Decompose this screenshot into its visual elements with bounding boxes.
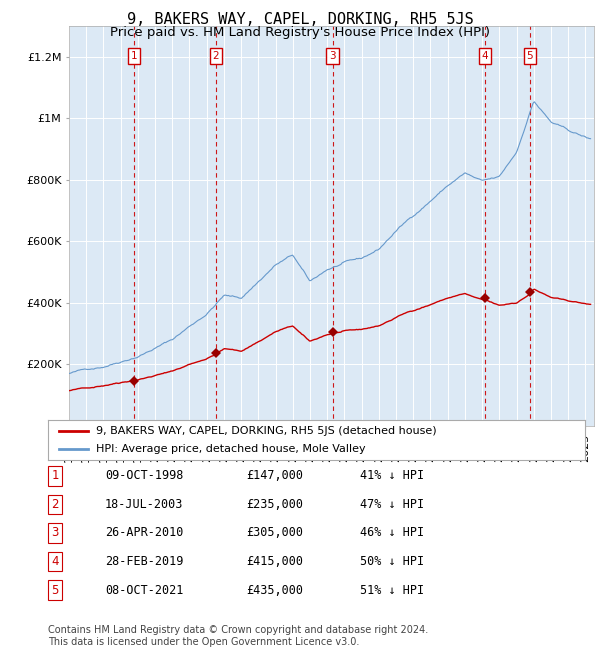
Text: 50% ↓ HPI: 50% ↓ HPI — [360, 555, 424, 568]
Text: 9, BAKERS WAY, CAPEL, DORKING, RH5 5JS: 9, BAKERS WAY, CAPEL, DORKING, RH5 5JS — [127, 12, 473, 27]
Text: £415,000: £415,000 — [246, 555, 303, 568]
Text: £235,000: £235,000 — [246, 498, 303, 511]
Text: 46% ↓ HPI: 46% ↓ HPI — [360, 526, 424, 539]
Text: 41% ↓ HPI: 41% ↓ HPI — [360, 469, 424, 482]
Text: 2: 2 — [52, 498, 59, 511]
Text: Contains HM Land Registry data © Crown copyright and database right 2024.
This d: Contains HM Land Registry data © Crown c… — [48, 625, 428, 647]
Text: 26-APR-2010: 26-APR-2010 — [105, 526, 184, 539]
Text: 5: 5 — [526, 51, 533, 61]
Text: 18-JUL-2003: 18-JUL-2003 — [105, 498, 184, 511]
Text: 09-OCT-1998: 09-OCT-1998 — [105, 469, 184, 482]
Text: 2: 2 — [212, 51, 220, 61]
Text: Price paid vs. HM Land Registry's House Price Index (HPI): Price paid vs. HM Land Registry's House … — [110, 26, 490, 39]
Text: 28-FEB-2019: 28-FEB-2019 — [105, 555, 184, 568]
Text: £305,000: £305,000 — [246, 526, 303, 539]
Text: 1: 1 — [52, 469, 59, 482]
Text: 4: 4 — [52, 555, 59, 568]
Text: 51% ↓ HPI: 51% ↓ HPI — [360, 584, 424, 597]
Text: 4: 4 — [482, 51, 488, 61]
Text: 1: 1 — [131, 51, 137, 61]
Text: 3: 3 — [52, 526, 59, 539]
Text: 47% ↓ HPI: 47% ↓ HPI — [360, 498, 424, 511]
Text: 5: 5 — [52, 584, 59, 597]
Text: 08-OCT-2021: 08-OCT-2021 — [105, 584, 184, 597]
Text: £435,000: £435,000 — [246, 584, 303, 597]
Text: £147,000: £147,000 — [246, 469, 303, 482]
Text: HPI: Average price, detached house, Mole Valley: HPI: Average price, detached house, Mole… — [97, 445, 366, 454]
Text: 3: 3 — [329, 51, 336, 61]
Text: 9, BAKERS WAY, CAPEL, DORKING, RH5 5JS (detached house): 9, BAKERS WAY, CAPEL, DORKING, RH5 5JS (… — [97, 426, 437, 436]
